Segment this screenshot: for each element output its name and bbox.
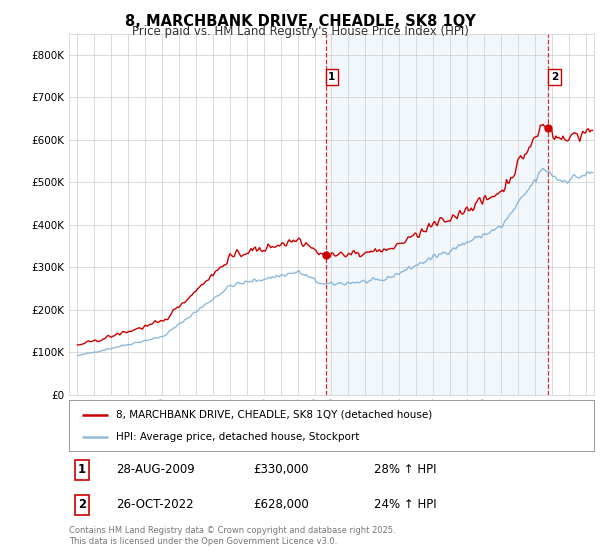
Text: 8, MARCHBANK DRIVE, CHEADLE, SK8 1QY (detached house): 8, MARCHBANK DRIVE, CHEADLE, SK8 1QY (de…	[116, 409, 433, 419]
Text: 2: 2	[78, 498, 86, 511]
Text: £330,000: £330,000	[253, 463, 308, 476]
Text: 28-AUG-2009: 28-AUG-2009	[116, 463, 195, 476]
Text: Price paid vs. HM Land Registry's House Price Index (HPI): Price paid vs. HM Land Registry's House …	[131, 25, 469, 38]
Text: 28% ↑ HPI: 28% ↑ HPI	[373, 463, 436, 476]
Text: HPI: Average price, detached house, Stockport: HPI: Average price, detached house, Stoc…	[116, 432, 359, 442]
Text: 24% ↑ HPI: 24% ↑ HPI	[373, 498, 436, 511]
Text: 2: 2	[551, 72, 558, 82]
Bar	[326, 34, 548, 395]
Text: £628,000: £628,000	[253, 498, 308, 511]
Text: 1: 1	[78, 463, 86, 476]
Text: 26-OCT-2022: 26-OCT-2022	[116, 498, 194, 511]
Text: Contains HM Land Registry data © Crown copyright and database right 2025.
This d: Contains HM Land Registry data © Crown c…	[69, 526, 395, 546]
Text: 8, MARCHBANK DRIVE, CHEADLE, SK8 1QY: 8, MARCHBANK DRIVE, CHEADLE, SK8 1QY	[125, 14, 475, 29]
Text: 1: 1	[328, 72, 335, 82]
